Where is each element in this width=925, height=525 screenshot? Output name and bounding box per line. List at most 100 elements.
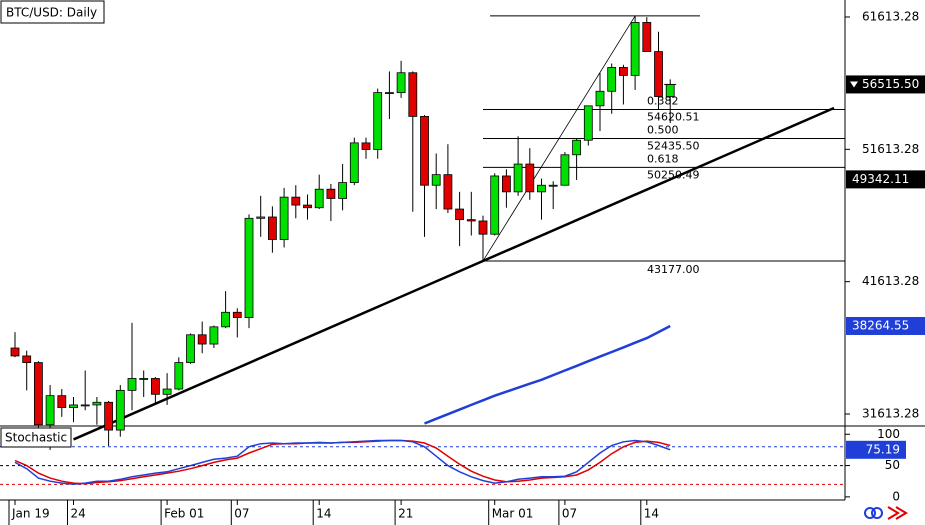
x-tick-label: 24 bbox=[71, 507, 86, 521]
fib-ratio: 0.500 bbox=[647, 123, 679, 136]
candle-body bbox=[619, 67, 628, 76]
candle-body bbox=[162, 388, 172, 395]
candle-body bbox=[209, 326, 219, 345]
stoch-y-tick-label: 0 bbox=[892, 489, 900, 503]
trendline-label-box bbox=[846, 170, 925, 189]
candle-body bbox=[22, 355, 32, 363]
x-tick-label: Jan 19 bbox=[11, 507, 50, 521]
candle-body bbox=[525, 163, 535, 193]
candle-body bbox=[221, 311, 231, 328]
candle-body bbox=[583, 105, 593, 141]
stoch-line bbox=[14, 439, 671, 486]
candle-body bbox=[431, 174, 441, 186]
stoch-value-label: 75.19 bbox=[866, 442, 900, 456]
candle-body bbox=[34, 362, 43, 426]
candle-body bbox=[455, 208, 465, 221]
candle-body bbox=[630, 22, 640, 76]
stoch-y-tick-label: 100 bbox=[877, 427, 900, 441]
candle-body bbox=[80, 404, 90, 407]
stochastic-title: Stochastic bbox=[5, 431, 67, 445]
title-box bbox=[0, 0, 105, 24]
candle-body bbox=[232, 311, 242, 318]
candle-body bbox=[361, 142, 371, 150]
stochastic-title-box bbox=[0, 427, 72, 448]
candle-body bbox=[490, 175, 500, 235]
candle-body bbox=[139, 378, 149, 380]
candle-body bbox=[572, 139, 581, 156]
chart-title: BTC/USD: Daily bbox=[6, 6, 97, 20]
candle-body bbox=[197, 334, 207, 345]
candle-body bbox=[513, 163, 523, 193]
candle-body bbox=[256, 216, 266, 219]
candle-body bbox=[654, 51, 663, 97]
candle-body bbox=[186, 334, 195, 363]
fib-price: 52435.50 bbox=[647, 139, 700, 152]
y-tick-label: 61613.28 bbox=[862, 9, 919, 23]
y-tick-label: 41613.28 bbox=[862, 274, 919, 288]
candle-body bbox=[267, 216, 277, 240]
candle-body bbox=[57, 395, 67, 408]
candle-body bbox=[373, 92, 383, 150]
candle-body bbox=[548, 184, 558, 187]
x-tick-label: Mar 01 bbox=[492, 507, 534, 521]
candle-body bbox=[303, 204, 312, 209]
candle-body bbox=[92, 401, 102, 406]
plot-layer: 31613.28 41613.28 51613.28 61613.28 Jan 19 24… bbox=[0, 9, 925, 525]
stoch-y-tick-label: 50 bbox=[885, 458, 900, 472]
candle-body bbox=[115, 389, 125, 431]
candle-body bbox=[396, 72, 406, 93]
current-price-label: 56515.50 bbox=[862, 77, 919, 91]
x-tick-label: 07 bbox=[234, 507, 249, 521]
link-icon-2[interactable] bbox=[871, 507, 883, 519]
candle-body bbox=[279, 196, 289, 240]
candle-body bbox=[127, 378, 137, 391]
candle-body bbox=[560, 154, 570, 186]
candle-body bbox=[291, 196, 301, 206]
candle-body bbox=[420, 116, 429, 186]
candle-body bbox=[595, 90, 605, 107]
current-price-label-box bbox=[846, 75, 925, 94]
x-tick-label: 14 bbox=[316, 507, 331, 521]
link-icon[interactable] bbox=[864, 507, 876, 519]
candle-body bbox=[478, 220, 488, 235]
y-tick-label: 31613.28 bbox=[862, 407, 919, 421]
current-price-label-arrow bbox=[850, 81, 858, 88]
candle-body bbox=[466, 219, 476, 222]
candle-body bbox=[443, 174, 453, 210]
x-tick-label: 14 bbox=[644, 507, 659, 521]
candle-body bbox=[10, 347, 20, 357]
candle-body bbox=[326, 188, 336, 199]
fib-low-label: 43177.00 bbox=[647, 263, 700, 276]
candle-body bbox=[244, 217, 254, 318]
ma-label: 38264.55 bbox=[852, 318, 909, 332]
candle-body bbox=[408, 72, 418, 117]
trendline bbox=[73, 106, 835, 441]
stoch-value-box bbox=[846, 440, 906, 459]
candle-body bbox=[45, 395, 55, 426]
fib-price: 54620.51 bbox=[647, 111, 700, 124]
candle-body bbox=[314, 188, 324, 209]
moving-average bbox=[424, 324, 671, 425]
toolbar-icons[interactable] bbox=[864, 506, 908, 520]
candle-body bbox=[537, 184, 546, 193]
y-tick-label: 51613.28 bbox=[862, 142, 919, 156]
candle-body bbox=[642, 22, 652, 52]
candle-body bbox=[150, 378, 160, 395]
candle-body bbox=[607, 67, 617, 92]
candle-body bbox=[384, 92, 394, 94]
candle-body bbox=[69, 404, 78, 408]
trendline-label: 49342.11 bbox=[852, 172, 909, 186]
candle-body bbox=[665, 84, 675, 97]
candle-body bbox=[338, 182, 348, 199]
x-tick-label: Feb 01 bbox=[164, 507, 204, 521]
scroll-icon[interactable] bbox=[887, 506, 908, 520]
candle-body bbox=[501, 175, 511, 193]
ma-label-box bbox=[846, 316, 925, 335]
candle-body bbox=[349, 142, 359, 183]
x-tick-label: 07 bbox=[562, 507, 577, 521]
fib-ratio: 0.618 bbox=[647, 152, 679, 165]
candle-body bbox=[174, 362, 184, 390]
